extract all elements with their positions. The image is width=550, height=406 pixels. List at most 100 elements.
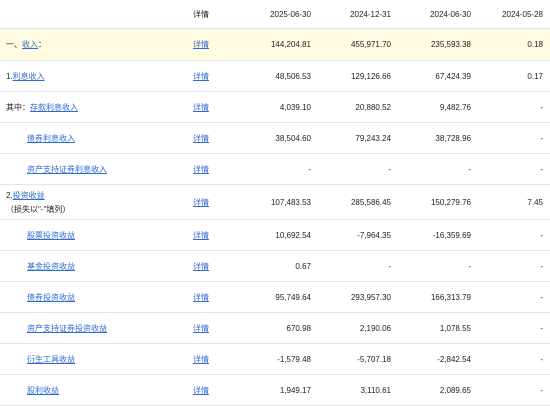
row-name-cell: 资产支持证券投资收益 (0, 312, 189, 344)
detail-link[interactable]: 详情 (193, 292, 209, 302)
detail-cell: 详情 (189, 219, 238, 251)
row-link-interest-income[interactable]: 利息收入 (12, 71, 45, 81)
row-link-derivatives[interactable]: 衍生工具收益 (27, 354, 75, 364)
table-row: 股利收益 详情 1,949.17 3,110.61 2,089.65 - (0, 374, 550, 406)
value-cell: - (478, 153, 550, 185)
value-cell: 293,957.30 (318, 281, 398, 313)
detail-cell: 详情 (189, 184, 238, 220)
value-cell: 455,971.70 (318, 28, 398, 61)
row-link-bond-investment[interactable]: 债券投资收益 (27, 292, 75, 302)
table-row: 债券利息收入 详情 38,504.60 79,243.24 38,728.96 … (0, 122, 550, 154)
detail-link[interactable]: 详情 (193, 230, 209, 240)
value-cell: 38,728.96 (398, 122, 478, 154)
value-cell: -7,964.35 (318, 219, 398, 251)
header-period-2: 2024-12-31 (318, 0, 398, 29)
detail-cell: 详情 (189, 153, 238, 185)
row-prefix: 其中： (6, 102, 30, 112)
value-cell: 0.18 (478, 28, 550, 61)
row-name-cell: 债券利息收入 (0, 122, 189, 154)
detail-link[interactable]: 详情 (193, 71, 209, 81)
detail-link[interactable]: 详情 (193, 197, 209, 207)
row-link-bond-interest[interactable]: 债券利息收入 (27, 133, 75, 143)
row-link-dividend[interactable]: 股利收益 (27, 385, 59, 395)
value-cell: 0.67 (238, 250, 318, 282)
detail-link[interactable]: 详情 (193, 323, 209, 333)
detail-link[interactable]: 详情 (193, 354, 209, 364)
detail-link[interactable]: 详情 (193, 164, 209, 174)
detail-link[interactable]: 详情 (193, 261, 209, 271)
value-cell: - (478, 219, 550, 251)
detail-cell: 详情 (189, 281, 238, 313)
table-header-row: 详情 2025-06-30 2024-12-31 2024-06-30 2024… (0, 0, 550, 29)
value-cell: 2,190.06 (318, 312, 398, 344)
value-cell: 129,126.66 (318, 60, 398, 92)
row-link-deposit-interest[interactable]: 存款利息收入 (30, 102, 78, 112)
row-prefix: 2. (6, 191, 13, 200)
table-row: 衍生工具收益 详情 -1,579.48 -5,707.18 -2,842.54 … (0, 343, 550, 375)
value-cell: 2,089.65 (398, 374, 478, 406)
table-row: 债券投资收益 详情 95,749.64 293,957.30 166,313.7… (0, 281, 550, 313)
row-suffix: ： (38, 40, 46, 49)
detail-cell: 详情 (189, 60, 238, 92)
value-cell: 95,749.64 (238, 281, 318, 313)
row-link-stock-investment[interactable]: 股票投资收益 (27, 230, 75, 240)
value-cell: 38,504.60 (238, 122, 318, 154)
row-name-cell: 资产支持证券利息收入 (0, 153, 189, 185)
row-prefix: 一、 (6, 40, 22, 49)
value-cell: 48,506.53 (238, 60, 318, 92)
value-cell: -2,842.54 (398, 343, 478, 375)
value-cell: - (318, 153, 398, 185)
value-cell: - (398, 250, 478, 282)
detail-cell: 详情 (189, 343, 238, 375)
value-cell: 1,078.55 (398, 312, 478, 344)
row-link-investment-income[interactable]: 投资收益 (12, 191, 45, 200)
row-name-cell: 衍生工具收益 (0, 343, 189, 375)
header-period-1: 2025-06-30 (238, 0, 318, 29)
row-note: （损失以"-"填列） (6, 205, 71, 214)
detail-link[interactable]: 详情 (193, 133, 209, 143)
value-cell: 20,880.52 (318, 91, 398, 123)
value-cell: - (478, 312, 550, 344)
row-name-cell: 2.投资收益 （损失以"-"填列） (0, 184, 189, 220)
table-row: 基金投资收益 详情 0.67 - - - (0, 250, 550, 282)
value-cell: - (318, 250, 398, 282)
value-cell: 150,279.76 (398, 184, 478, 220)
detail-link[interactable]: 详情 (193, 102, 209, 112)
detail-link[interactable]: 详情 (193, 40, 209, 49)
value-cell: - (478, 91, 550, 123)
detail-cell: 详情 (189, 250, 238, 282)
row-link-abs-investment[interactable]: 资产支持证券投资收益 (27, 323, 107, 333)
header-name (0, 0, 189, 29)
value-cell: - (398, 153, 478, 185)
value-cell: 9,482.76 (398, 91, 478, 123)
value-cell: 3,110.61 (318, 374, 398, 406)
row-name-cell: 股利收益 (0, 374, 189, 406)
row-name-cell: 一、收入： (0, 28, 189, 61)
row-link-abs-interest[interactable]: 资产支持证券利息收入 (27, 164, 107, 174)
value-cell: 10,692.54 (238, 219, 318, 251)
row-name-cell: 基金投资收益 (0, 250, 189, 282)
row-name-cell: 股票投资收益 (0, 219, 189, 251)
row-link-fund-investment[interactable]: 基金投资收益 (27, 261, 75, 271)
table-row: 2.投资收益 （损失以"-"填列） 详情 107,483.53 285,586.4… (0, 184, 550, 220)
detail-link[interactable]: 详情 (193, 385, 209, 395)
header-period-3: 2024-06-30 (398, 0, 478, 29)
detail-cell: 详情 (189, 91, 238, 123)
value-cell: 670.98 (238, 312, 318, 344)
table-row: 资产支持证券投资收益 详情 670.98 2,190.06 1,078.55 - (0, 312, 550, 344)
value-cell: -1,579.48 (238, 343, 318, 375)
value-cell: -16,359.69 (398, 219, 478, 251)
table-row: 一、收入： 详情 144,204.81 455,971.70 235,593.3… (0, 28, 550, 61)
value-cell: - (478, 122, 550, 154)
value-cell: 1,949.17 (238, 374, 318, 406)
value-cell: 166,313.79 (398, 281, 478, 313)
value-cell: -5,707.18 (318, 343, 398, 375)
value-cell: 285,586.45 (318, 184, 398, 220)
table-row: 股票投资收益 详情 10,692.54 -7,964.35 -16,359.69… (0, 219, 550, 251)
header-period-4: 2024-05-28 (478, 0, 550, 29)
value-cell: 144,204.81 (238, 28, 318, 61)
value-cell: 7.45 (478, 184, 550, 220)
row-link-income[interactable]: 收入 (22, 40, 38, 49)
value-cell: 107,483.53 (238, 184, 318, 220)
